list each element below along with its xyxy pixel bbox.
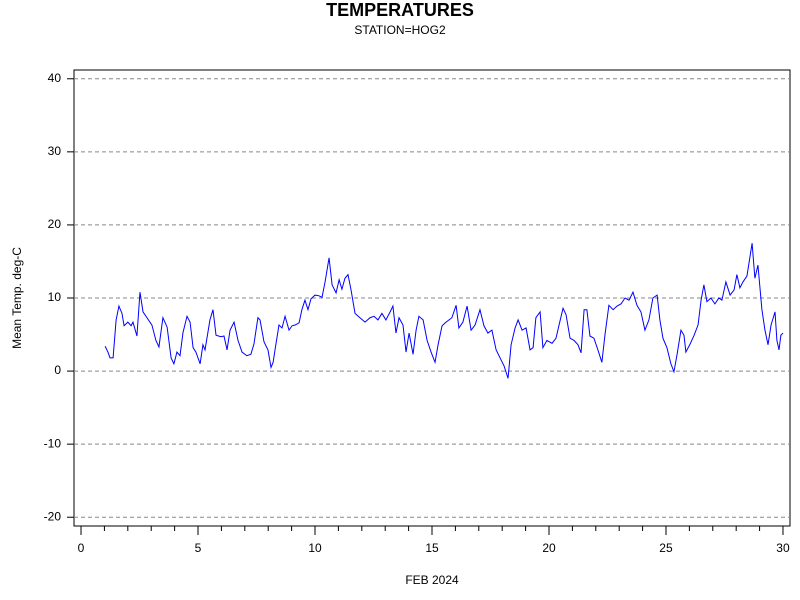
- chart-title: TEMPERATURES: [326, 0, 474, 20]
- data-line: [104, 243, 784, 379]
- x-tick-label: 15: [425, 541, 439, 555]
- x-tick-label: 20: [542, 541, 556, 555]
- x-tick-label: 25: [659, 541, 673, 555]
- y-axis-label: Mean Temp. deg-C: [10, 247, 24, 349]
- y-tick-label: 30: [48, 144, 62, 158]
- x-tick-label: 5: [195, 541, 202, 555]
- x-tick-label: 30: [776, 541, 790, 555]
- x-tick-label: 0: [78, 541, 85, 555]
- y-tick-label: 20: [48, 217, 62, 231]
- y-tick-label: -10: [44, 436, 62, 450]
- x-tick-label: 10: [308, 541, 322, 555]
- y-tick-label: 0: [54, 363, 61, 377]
- x-axis-label: FEB 2024: [405, 573, 459, 587]
- y-tick-label: 40: [48, 71, 62, 85]
- chart-subtitle: STATION=HOG2: [354, 23, 446, 37]
- y-tick-label: 10: [48, 290, 62, 304]
- y-tick-label: -20: [44, 509, 62, 523]
